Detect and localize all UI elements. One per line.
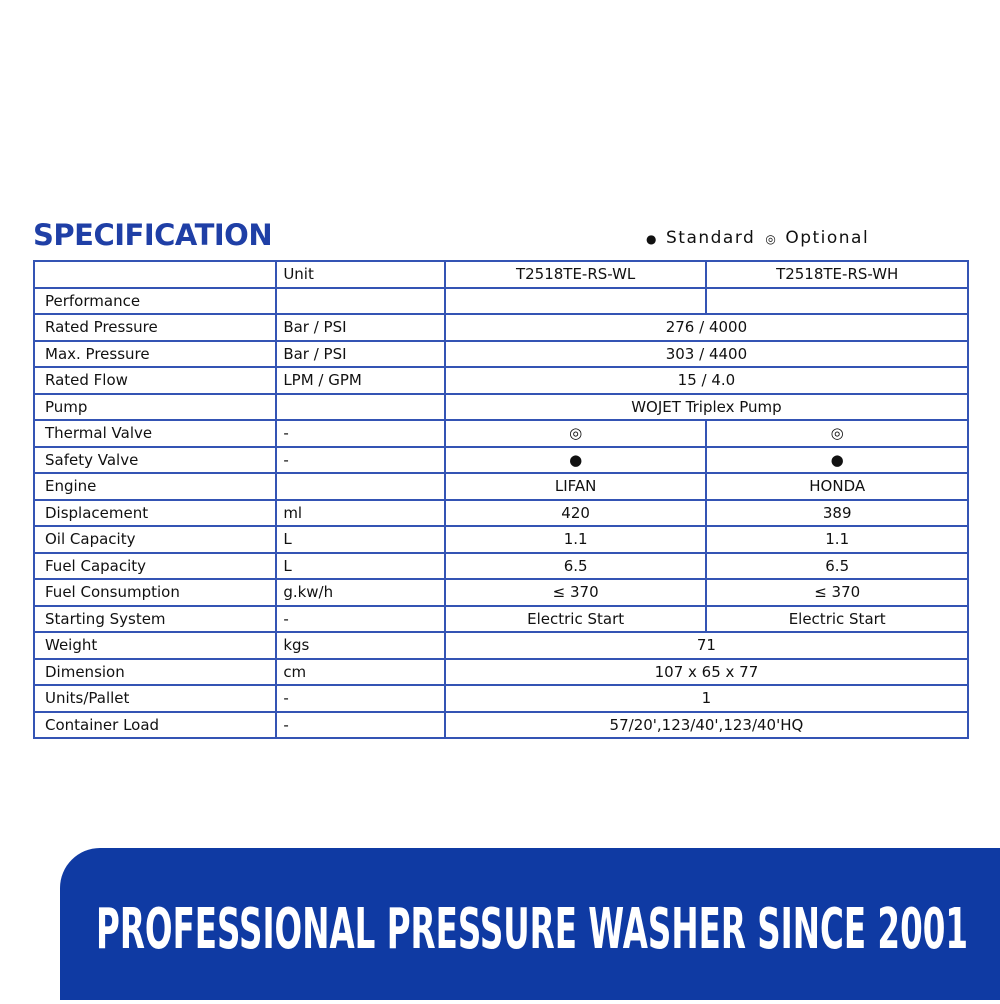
row-label: Safety Valve (32, 445, 278, 474)
row-value: 1 (443, 684, 970, 713)
row-value: ◎ (705, 419, 969, 448)
legend: ● Standard ◎ Optional (646, 228, 879, 248)
row-value: ● (443, 445, 708, 474)
row-value: 71 (443, 631, 970, 660)
row-label: Fuel Capacity (32, 551, 278, 580)
row-label: Oil Capacity (32, 525, 278, 554)
row-value (705, 286, 969, 315)
row-unit: L (275, 525, 446, 554)
banner-svg: PROFESSIONAL PRESSURE WASHER SINCE 2001 (96, 897, 968, 962)
row-label: Max. Pressure (32, 339, 278, 368)
row-unit: L (275, 551, 446, 580)
spec-row: Rated Pressure Bar / PSI 276 / 4000 (32, 313, 970, 342)
row-value: 303 / 4400 (443, 339, 970, 368)
spec-row: Max. Pressure Bar / PSI 303 / 4400 (32, 339, 970, 368)
row-label: Performance (32, 286, 278, 315)
legend-label: Optional (785, 228, 870, 248)
row-unit: - (275, 684, 446, 713)
spec-row: Engine LIFAN HONDA (32, 472, 969, 501)
row-value: ◎ (443, 419, 708, 448)
row-label: Starting System (32, 604, 278, 633)
row-unit (275, 472, 446, 501)
spec-row: Rated Flow LPM / GPM 15 / 4.0 (32, 366, 970, 395)
row-label: Units/Pallet (32, 684, 278, 713)
row-unit: - (275, 710, 446, 739)
row-value: 15 / 4.0 (443, 366, 970, 395)
row-unit: - (275, 604, 446, 633)
row-value: ≤ 370 (443, 578, 708, 607)
header-model: T2518TE-RS-WH (705, 260, 969, 289)
spec-row: Container Load -57/20',123/40',123/40'HQ (32, 710, 970, 739)
legend-symbol: ◎ (765, 232, 778, 246)
row-unit: LPM / GPM (275, 366, 446, 395)
row-value: 420 (443, 498, 708, 527)
row-value: Electric Start (705, 604, 969, 633)
header-model: T2518TE-RS-WL (443, 260, 708, 289)
row-label: Weight (32, 631, 278, 660)
row-unit: - (275, 419, 446, 448)
row-unit (275, 286, 446, 315)
row-label: Rated Pressure (32, 313, 278, 342)
spec-row: Dimension cm 107 x 65 x 77 (32, 657, 970, 686)
row-label: Thermal Valve (32, 419, 278, 448)
spec-row: Performance (32, 286, 969, 315)
spec-row: Pump WOJET Triplex Pump (32, 392, 970, 421)
row-unit (275, 392, 446, 421)
row-value: 1.1 (705, 525, 969, 554)
row-label: Engine (32, 472, 278, 501)
row-value: 1.1 (443, 525, 708, 554)
title: SPECIFICATION (33, 218, 273, 252)
spec-row: Displacement ml 420 389 (32, 498, 969, 527)
row-value: ● (705, 445, 969, 474)
spec-row: Thermal Valve - ◎ ◎ (32, 419, 969, 448)
header-row: Unit T2518TE-RS-WL T2518TE-RS-WH (32, 260, 969, 289)
row-unit: Bar / PSI (275, 313, 446, 342)
spec-row: Units/Pallet -1 (32, 684, 970, 713)
row-label: Displacement (32, 498, 278, 527)
row-value: ≤ 370 (705, 578, 969, 607)
row-label: Container Load (32, 710, 278, 739)
spec-row: Safety Valve - ● ● (32, 445, 969, 474)
spec-row: Weight kgs 71 (32, 631, 970, 660)
row-label: Pump (32, 392, 278, 421)
spec-table: Unit T2518TE-RS-WL T2518TE-RS-WH Performanc… (32, 260, 970, 739)
row-value: LIFAN (443, 472, 708, 501)
row-value: 276 / 4000 (443, 313, 970, 342)
row-value: HONDA (705, 472, 969, 501)
row-label: Rated Flow (32, 366, 278, 395)
row-value: 6.5 (443, 551, 708, 580)
row-label: Dimension (32, 657, 278, 686)
row-value: 107 x 65 x 77 (443, 657, 970, 686)
legend-label: Standard (665, 228, 756, 248)
row-unit: g.kw/h (275, 578, 446, 607)
row-value (443, 286, 708, 315)
row-unit: cm (275, 657, 446, 686)
row-label: Fuel Consumption (32, 578, 278, 607)
header-unit: Unit (275, 260, 446, 289)
row-value: WOJET Triplex Pump (443, 392, 970, 421)
row-value: 389 (705, 498, 969, 527)
spec-row: Oil Capacity L 1.1 1.1 (32, 525, 969, 554)
row-unit: Bar / PSI (275, 339, 446, 368)
row-unit: ml (275, 498, 446, 527)
spec-row: Starting System - Electric Start Electric S… (32, 604, 969, 633)
row-unit: kgs (275, 631, 446, 660)
legend-symbol: ● (646, 232, 658, 246)
row-value: 57/20',123/40',123/40'HQ (443, 710, 970, 739)
banner-text: PROFESSIONAL PRESSURE WASHER SINCE 2001 (96, 897, 968, 962)
header-empty (32, 260, 278, 289)
banner: PROFESSIONAL PRESSURE WASHER SINCE 2001 (60, 848, 1000, 1000)
row-value: 6.5 (705, 551, 969, 580)
spec-row: Fuel Capacity L 6.5 6.5 (32, 551, 969, 580)
row-value: Electric Start (443, 604, 708, 633)
row-unit: - (275, 445, 446, 474)
spec-row: Fuel Consumption g.kw/h ≤ 370 ≤ 370 (32, 578, 969, 607)
